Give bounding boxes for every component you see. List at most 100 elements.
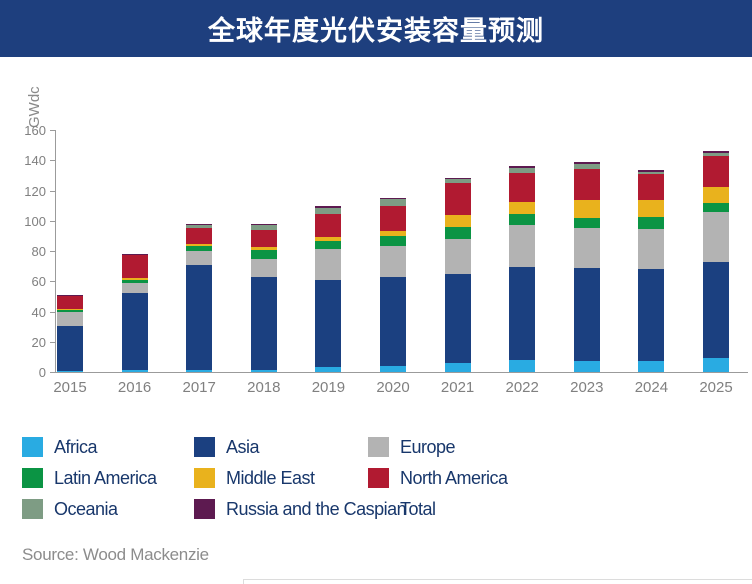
bar-segment [186, 227, 213, 245]
legend-item: Asia [194, 437, 368, 457]
y-tick-mark [50, 372, 55, 373]
bar-segment [638, 361, 665, 372]
bar-segment [57, 309, 83, 310]
bar-segment [121, 279, 148, 283]
bar-segment [638, 269, 665, 362]
bar-segment [250, 223, 277, 225]
bar-segment [380, 198, 406, 199]
bar-segment [509, 213, 536, 225]
y-tick-label: 140 [24, 153, 46, 169]
legend-label: Total [400, 498, 436, 519]
bar-segment [186, 223, 213, 225]
bar-segment [121, 370, 148, 372]
y-tick-mark [50, 130, 55, 131]
x-tick-label: 2020 [376, 379, 410, 396]
bar-segment [509, 359, 536, 372]
bar-segment [444, 362, 471, 372]
bar-segment [444, 177, 471, 180]
legend-swatch [22, 468, 43, 488]
legend-item: Oceania [22, 499, 194, 519]
bar-segment [573, 161, 600, 165]
bar-segment [315, 213, 342, 237]
x-tick-label: 2021 [440, 379, 475, 396]
legend-item: Latin America [22, 468, 194, 488]
bar-segment [444, 226, 471, 239]
bar-segment [703, 152, 729, 157]
bar-segment [250, 250, 277, 259]
y-tick-mark [50, 281, 55, 283]
bar-segment [121, 282, 148, 294]
bar-segment [380, 198, 406, 207]
bar-segment [186, 370, 213, 372]
bar-segment [315, 205, 342, 208]
legend-swatch [22, 437, 43, 457]
bar-segment [703, 151, 729, 153]
bar-segment [703, 212, 729, 263]
y-tick-label: 120 [24, 183, 46, 199]
bar-segment [315, 207, 342, 214]
bar-segment [186, 244, 213, 246]
legend-swatch [194, 499, 215, 519]
bar-segment [315, 248, 342, 281]
bar-segment [250, 276, 277, 371]
bar-segment [186, 224, 213, 228]
y-tick-label: 80 [31, 244, 46, 259]
bar-segment [121, 254, 148, 279]
bar-segment [444, 182, 471, 215]
legend-item: Russia and the Caspian [194, 499, 407, 519]
x-tick-label: 2022 [505, 379, 539, 396]
bar-segment [509, 201, 536, 214]
bar-segment [509, 224, 536, 267]
bar-segment [250, 258, 277, 277]
bar-segment [573, 360, 600, 372]
bar-segment [703, 187, 729, 204]
y-axis-line [55, 130, 56, 372]
bar-segment [57, 309, 83, 313]
x-tick-label: 2023 [570, 379, 604, 396]
legend-item: Total [368, 499, 508, 519]
bar-segment [315, 280, 342, 367]
y-tick-label: 40 [31, 304, 46, 320]
legend-label: Oceania [54, 498, 118, 519]
y-tick-label: 0 [38, 365, 46, 380]
bar-segment [121, 293, 148, 371]
bar-segment [703, 262, 729, 359]
bar-segment [509, 167, 536, 174]
bar-segment [57, 312, 83, 326]
chart-legend: Africa Asia Europe Latin America Middle East… [22, 437, 508, 519]
bar-segment [638, 171, 665, 174]
legend-swatch [22, 499, 43, 519]
legend-item: Europe [368, 437, 508, 457]
bar-segment [638, 173, 665, 200]
x-tick-label: 2017 [182, 379, 216, 396]
legend-label: Russia and the Caspian [226, 498, 407, 519]
legend-label: Middle East [226, 467, 315, 488]
bar-segment [186, 245, 213, 251]
source-note: Source: Wood Mackenzie [22, 545, 209, 564]
bar-segment [638, 199, 665, 217]
title-banner: 全球年度光伏安装容量预测 [0, 0, 752, 57]
bar-segment [380, 235, 406, 247]
x-tick-label: 2024 [634, 379, 669, 396]
bar-segment [444, 238, 471, 274]
bar-segment [57, 325, 83, 372]
legend-swatch [368, 468, 389, 488]
bar-segment [186, 251, 213, 265]
y-tick-label: 160 [24, 123, 46, 138]
legend-swatch [194, 468, 215, 488]
bar-segment [250, 229, 277, 248]
legend-item: North America [368, 468, 508, 488]
bottom-image-edge [243, 579, 752, 584]
bar-segment [315, 241, 342, 249]
bar-segment [57, 295, 83, 310]
bar-segment [250, 224, 277, 230]
legend-swatch [368, 437, 389, 457]
y-tick-label: 60 [31, 274, 46, 290]
bar-segment [509, 165, 536, 168]
x-axis-line [55, 372, 748, 373]
y-tick-mark [50, 220, 55, 222]
bar-segment [315, 236, 342, 242]
bar-segment [638, 216, 665, 230]
y-tick-mark [50, 311, 55, 313]
bar-segment [638, 170, 665, 172]
